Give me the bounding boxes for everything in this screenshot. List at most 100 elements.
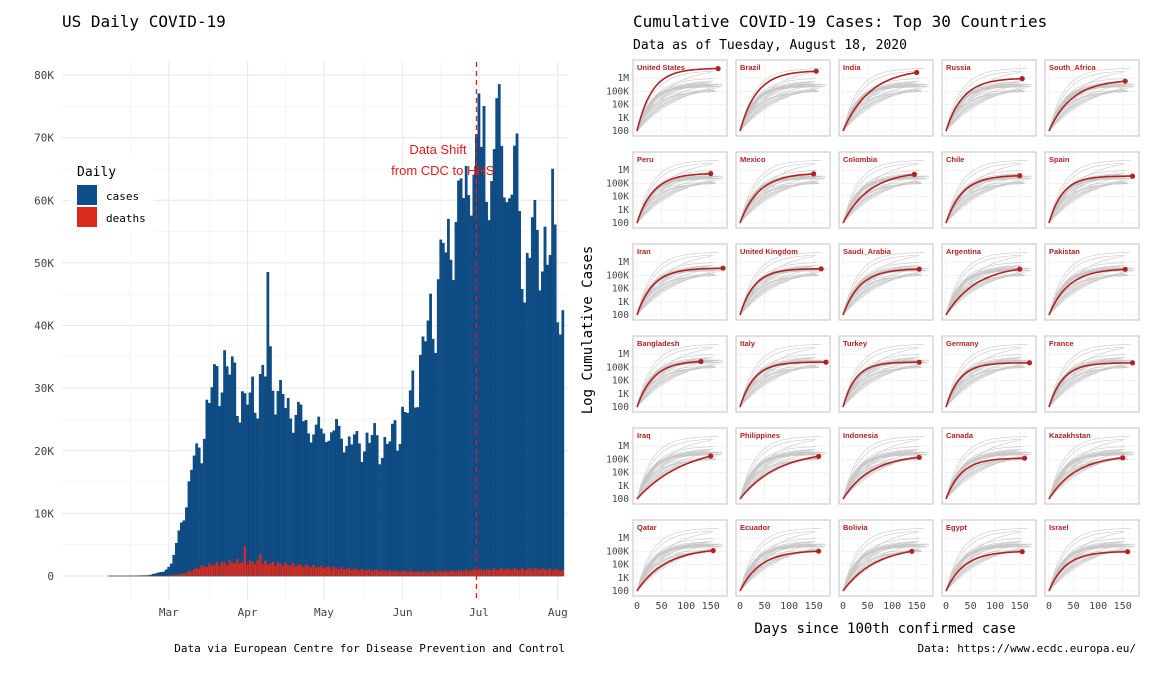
deaths-bar <box>511 570 513 576</box>
deaths-bar <box>386 571 388 576</box>
cases-bar <box>338 426 340 576</box>
deaths-bar <box>427 572 429 576</box>
cases-bar <box>267 272 269 576</box>
deaths-bar <box>551 571 553 577</box>
panel-Chile: Chile <box>942 152 1036 228</box>
deaths-bar <box>539 570 541 576</box>
cases-bar <box>287 398 289 576</box>
panel-y-tick-label: 10K <box>612 560 629 571</box>
right-chart-subtitle: Data as of Tuesday, August 18, 2020 <box>633 38 907 53</box>
highlight-endpoint <box>1130 360 1135 365</box>
deaths-bar <box>396 570 398 576</box>
cases-bar <box>473 175 475 576</box>
panel-Germany: Germany <box>942 336 1036 412</box>
deaths-bar <box>409 571 411 576</box>
panel-y-tick-label: 1M <box>618 441 630 452</box>
deaths-bar <box>218 566 220 576</box>
highlight-endpoint <box>708 171 713 176</box>
deaths-bar <box>414 572 416 576</box>
deaths-bar <box>221 562 223 576</box>
highlight-endpoint <box>1020 549 1025 554</box>
cases-bar <box>173 555 175 576</box>
deaths-bar <box>305 564 307 576</box>
deaths-bar <box>450 571 452 576</box>
panel-Italy: Italy <box>736 336 830 412</box>
cases-bar <box>272 391 274 576</box>
cases-bar <box>559 335 561 576</box>
panel-country-label: Iraq <box>637 431 651 440</box>
deaths-bar <box>216 562 218 576</box>
cases-bar <box>546 265 548 576</box>
deaths-bar <box>376 570 378 576</box>
cases-bar <box>208 403 210 576</box>
deaths-bar <box>325 567 327 576</box>
cases-bar <box>536 230 538 576</box>
cases-bar <box>330 433 332 576</box>
cases-bar <box>351 445 353 576</box>
panel-country-label: Italy <box>740 339 756 348</box>
panel-x-tick-label: 50 <box>1068 601 1080 612</box>
cases-bar <box>295 415 297 576</box>
cases-bar <box>328 441 330 576</box>
panel-Indonesia: Indonesia <box>839 428 933 504</box>
cases-bar <box>175 543 177 576</box>
panel-Mexico: Mexico <box>736 152 830 228</box>
cases-bar <box>501 146 503 576</box>
cases-bar <box>381 458 383 576</box>
deaths-bar <box>440 572 442 576</box>
cases-bar <box>297 402 299 576</box>
panel-United States: United States1001K10K100K1M <box>606 60 727 137</box>
cases-bar <box>498 84 500 576</box>
deaths-bar <box>424 571 426 576</box>
cases-bar <box>183 521 185 576</box>
deaths-bar <box>501 568 503 576</box>
deaths-bar <box>549 568 551 576</box>
panel-country-label: Turkey <box>843 339 868 348</box>
panel-y-tick-label: 1K <box>618 205 630 216</box>
deaths-bar <box>399 572 401 576</box>
deaths-bar <box>185 573 187 576</box>
cases-bar <box>264 377 266 576</box>
deaths-bar <box>394 571 396 576</box>
cases-bar <box>223 350 225 576</box>
deaths-bar <box>521 568 523 576</box>
panel-x-tick-label: 150 <box>908 601 926 612</box>
deaths-bar <box>287 566 289 576</box>
deaths-bar <box>208 563 210 576</box>
panel-country-label: Peru <box>637 155 654 164</box>
deaths-bar <box>483 571 485 576</box>
highlight-endpoint <box>708 453 713 458</box>
deaths-bar <box>251 561 253 576</box>
deaths-bar <box>366 570 368 576</box>
deaths-bar <box>562 570 564 576</box>
cases-bar <box>366 433 368 576</box>
cases-bar <box>450 260 452 576</box>
panel-country-label: United Kingdom <box>740 247 798 256</box>
cases-bar <box>465 166 467 576</box>
highlight-endpoint <box>819 266 824 271</box>
deaths-bar <box>480 569 482 576</box>
highlight-endpoint <box>816 549 821 554</box>
deaths-bar <box>371 571 373 576</box>
panel-country-label: Canada <box>946 431 974 440</box>
deaths-bar <box>546 570 548 576</box>
cases-bar <box>348 437 350 576</box>
panel-country-label: United States <box>637 63 685 72</box>
cases-bar <box>290 419 292 576</box>
left-x-tick-label: Jun <box>393 606 413 619</box>
panel-y-tick-label: 1K <box>618 573 630 584</box>
deaths-bar <box>272 562 274 576</box>
cases-bar <box>506 202 508 576</box>
right-chart-title: Cumulative COVID-19 Cases: Top 30 Countr… <box>633 12 1047 31</box>
cases-bar <box>239 423 241 576</box>
cases-bar <box>160 572 162 576</box>
deaths-bar <box>404 571 406 576</box>
panel-y-tick-label: 1K <box>618 481 630 492</box>
left-y-tick-label: 60K <box>34 194 54 207</box>
panel-y-tick-label: 10K <box>612 192 629 203</box>
panel-country-label: India <box>843 63 861 72</box>
left-y-tick-label: 30K <box>34 382 54 395</box>
deaths-bar <box>554 570 556 576</box>
